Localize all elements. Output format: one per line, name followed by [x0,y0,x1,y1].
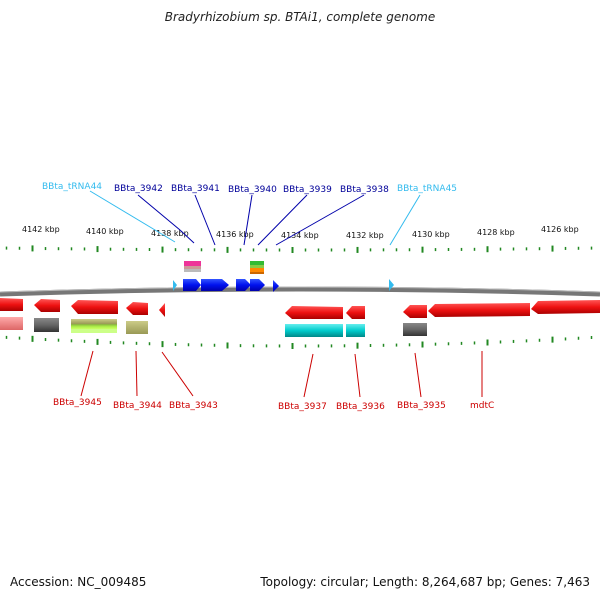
label-bbta-3935: BBta_3935 [397,401,446,411]
cog-strip-left [0,317,23,330]
leader-3939 [257,194,308,246]
cog-strip-3941 [184,261,201,266]
gene-bbta-3943 [159,303,165,317]
scale-label-4134: 4134 kbp [281,231,319,240]
label-bbta-3941: BBta_3941 [171,184,220,194]
gene-bbta-3935 [403,305,427,318]
label-bbta-3936: BBta_3936 [336,402,385,412]
trna44-arrow [173,280,177,291]
gene-bbta-3940 [236,279,251,291]
label-bbta-3938: BBta_3938 [340,185,389,195]
scale-label-4140: 4140 kbp [86,227,124,236]
leader-3937 [303,353,314,398]
scale-label-4132: 4132 kbp [346,231,384,240]
gene-right-partial [531,300,600,314]
gene-bbta-3941 [201,279,229,291]
label-bbta-3945: BBta_3945 [53,398,102,408]
leader-3943 [161,351,194,397]
cog-strip-3945 [71,319,117,324]
leader-3942 [137,194,181,231]
leader-trna45 [389,194,421,246]
gene-left-partial [0,298,23,311]
genome-summary-text: Topology: circular; Length: 8,264,687 bp… [260,575,590,589]
leader-3940 [243,194,253,246]
cog-strip-3939 [250,261,264,265]
label-bbta-3944: BBta_3944 [113,401,162,411]
gene-bbta-3944 [126,302,148,315]
scale-label-4128: 4128 kbp [477,228,515,237]
genome-title: Bradyrhizobium sp. BTAi1, complete genom… [164,10,436,24]
leader-3935 [414,352,422,398]
label-bbta-3939: BBta_3939 [283,185,332,195]
cog-strip-3935 [403,323,427,336]
leader-3945 [80,350,94,397]
gene-bbta-3942 [183,279,201,291]
gene-bbta-3936 [346,306,365,319]
label-bbta-trna45: BBta_tRNA45 [397,184,457,194]
leader-3941 [194,194,216,246]
gene-bbta-3946 [34,299,60,312]
cog-strip-3936 [346,324,365,337]
cog-strip-3937 [285,324,343,337]
scale-label-4142: 4142 kbp [22,225,60,234]
scale-label-4126: 4126 kbp [541,225,579,234]
gene-mdtc [428,303,530,317]
gene-bbta-3939 [250,279,265,291]
scale-label-4130: 4130 kbp [412,230,450,239]
label-mdtc: mdtC [470,401,494,411]
scale-label-4136: 4136 kbp [216,230,254,239]
trna45-arrow [389,279,394,291]
scale-ticks-bottom [5,335,593,349]
genome-backbone [0,286,600,297]
cog-strip-3946 [34,318,59,332]
leader-3944 [135,350,138,397]
gene-bbta-3937 [285,306,343,319]
gene-bbta-3945 [71,300,118,314]
label-bbta-trna44: BBta_tRNA44 [42,182,102,192]
label-bbta-3937: BBta_3937 [278,402,327,412]
cog-strip-3944 [126,321,148,334]
accession-text: Accession: NC_009485 [10,575,147,589]
scale-label-4138: 4138 kbp [151,229,189,238]
gene-bbta-3938 [273,280,279,292]
label-bbta-3943: BBta_3943 [169,401,218,411]
leader-3938 [275,194,365,246]
leader-trna44 [89,190,176,243]
label-bbta-3940: BBta_3940 [228,185,277,195]
leader-3936 [354,353,361,398]
label-bbta-3942: BBta_3942 [114,184,163,194]
scale-ticks-top [5,245,593,253]
